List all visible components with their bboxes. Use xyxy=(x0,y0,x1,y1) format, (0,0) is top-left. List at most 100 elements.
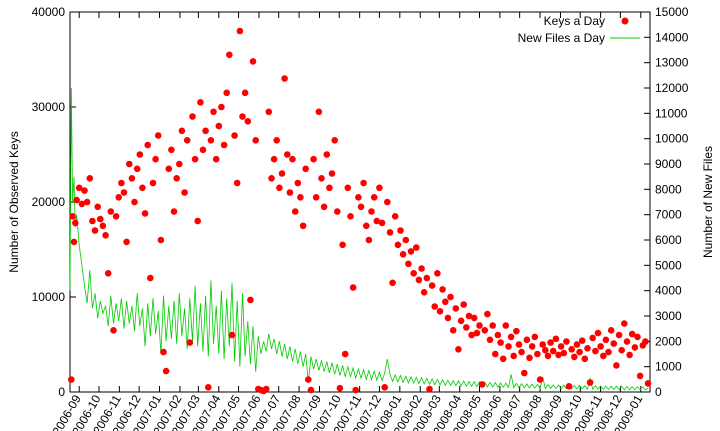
keys-point xyxy=(154,132,162,139)
keys-point xyxy=(173,175,180,182)
keys-point xyxy=(241,89,249,97)
right-tick-label: 9000 xyxy=(655,157,682,171)
legend: Keys a Day New Files a Day xyxy=(518,14,640,45)
keys-point xyxy=(278,170,286,177)
keys-point xyxy=(273,137,281,144)
keys-point xyxy=(365,236,373,244)
right-y-axis: 0 1000 2000 3000 4000 5000 6000 7000 8000 9000 100… xyxy=(644,5,689,399)
keys-point xyxy=(339,241,346,249)
keys-point xyxy=(118,179,125,187)
keys-point xyxy=(544,352,552,360)
keys-point xyxy=(69,213,76,220)
keys-point xyxy=(426,385,433,393)
keys-point xyxy=(170,208,178,215)
keys-point xyxy=(607,327,615,334)
keys-point xyxy=(357,203,365,211)
keys-point xyxy=(431,303,439,310)
keys-point xyxy=(347,213,354,220)
keys-point xyxy=(386,229,394,236)
keys-point xyxy=(378,219,386,227)
keys-point xyxy=(391,213,399,220)
right-tick-label: 0 xyxy=(655,385,662,399)
left-axis-title: Number of Observed Keys xyxy=(7,131,21,272)
keys-point xyxy=(307,386,315,394)
keys-point xyxy=(112,213,120,220)
right-tick-label: 15000 xyxy=(655,5,689,19)
right-tick-label: 11000 xyxy=(655,106,688,120)
keys-point xyxy=(492,350,499,358)
right-tick-label: 5000 xyxy=(655,258,682,272)
keys-point xyxy=(344,184,352,192)
keys-point xyxy=(291,208,299,215)
keys-point xyxy=(531,333,539,341)
keys-point xyxy=(236,27,244,35)
keys-point xyxy=(410,270,418,277)
keys-point xyxy=(197,99,204,106)
keys-point xyxy=(494,331,502,339)
keys-point xyxy=(99,222,107,230)
keys-point xyxy=(239,113,246,120)
keys-point xyxy=(468,331,475,339)
keys-point xyxy=(75,184,83,192)
keys-point xyxy=(83,198,91,206)
keys-point xyxy=(252,137,259,144)
keys-point xyxy=(399,251,407,258)
keys-point xyxy=(181,189,188,196)
keys-point xyxy=(484,310,491,318)
keys-point xyxy=(323,151,331,158)
keys-point xyxy=(586,379,594,386)
keys-point xyxy=(521,369,528,377)
keys-point xyxy=(549,347,557,355)
keys-point xyxy=(497,339,504,346)
keys-point xyxy=(428,282,436,289)
keys-point xyxy=(405,260,412,268)
keys-point xyxy=(302,165,310,173)
keys-point xyxy=(463,324,470,331)
keys-point xyxy=(547,339,554,346)
legend-files-label: New Files a Day xyxy=(518,31,605,45)
keys-point xyxy=(534,350,541,358)
keys-point xyxy=(481,327,489,334)
keys-point xyxy=(376,184,383,192)
keys-point xyxy=(191,155,199,163)
keys-point xyxy=(615,331,623,339)
keys-point xyxy=(505,343,512,350)
keys-point xyxy=(455,346,462,353)
keys-point xyxy=(507,333,515,341)
keys-point xyxy=(281,75,288,82)
keys-point xyxy=(476,322,483,329)
keys-point xyxy=(397,227,404,234)
right-tick-label: 14000 xyxy=(655,30,689,44)
keys-point xyxy=(381,384,389,391)
keys-point xyxy=(299,222,307,230)
keys-point xyxy=(336,384,344,392)
keys-point xyxy=(581,355,589,363)
keys-point xyxy=(294,179,302,187)
keys-point xyxy=(368,208,375,215)
keys-point xyxy=(626,351,633,359)
keys-point xyxy=(563,338,570,345)
keys-point xyxy=(72,219,79,227)
keys-point xyxy=(555,351,562,359)
keys-point xyxy=(136,151,144,158)
keys-point xyxy=(434,270,441,277)
keys-point xyxy=(89,217,96,225)
keys-point xyxy=(594,329,602,337)
keys-point xyxy=(334,208,341,215)
keys-point xyxy=(284,151,291,158)
keys-point xyxy=(423,274,431,282)
keys-point xyxy=(352,386,360,394)
keys-point xyxy=(576,348,583,356)
keys-point xyxy=(270,155,278,163)
keys-point xyxy=(104,270,112,277)
keys-point xyxy=(341,350,349,358)
keys-point xyxy=(268,175,275,182)
left-tick-label: 40000 xyxy=(32,5,66,19)
keys-point xyxy=(205,384,212,391)
keys-point xyxy=(247,296,254,304)
keys-point xyxy=(110,327,117,334)
keys-point xyxy=(94,203,101,211)
keys-point xyxy=(218,103,225,111)
right-tick-label: 13000 xyxy=(655,56,689,70)
keys-point xyxy=(157,236,165,244)
